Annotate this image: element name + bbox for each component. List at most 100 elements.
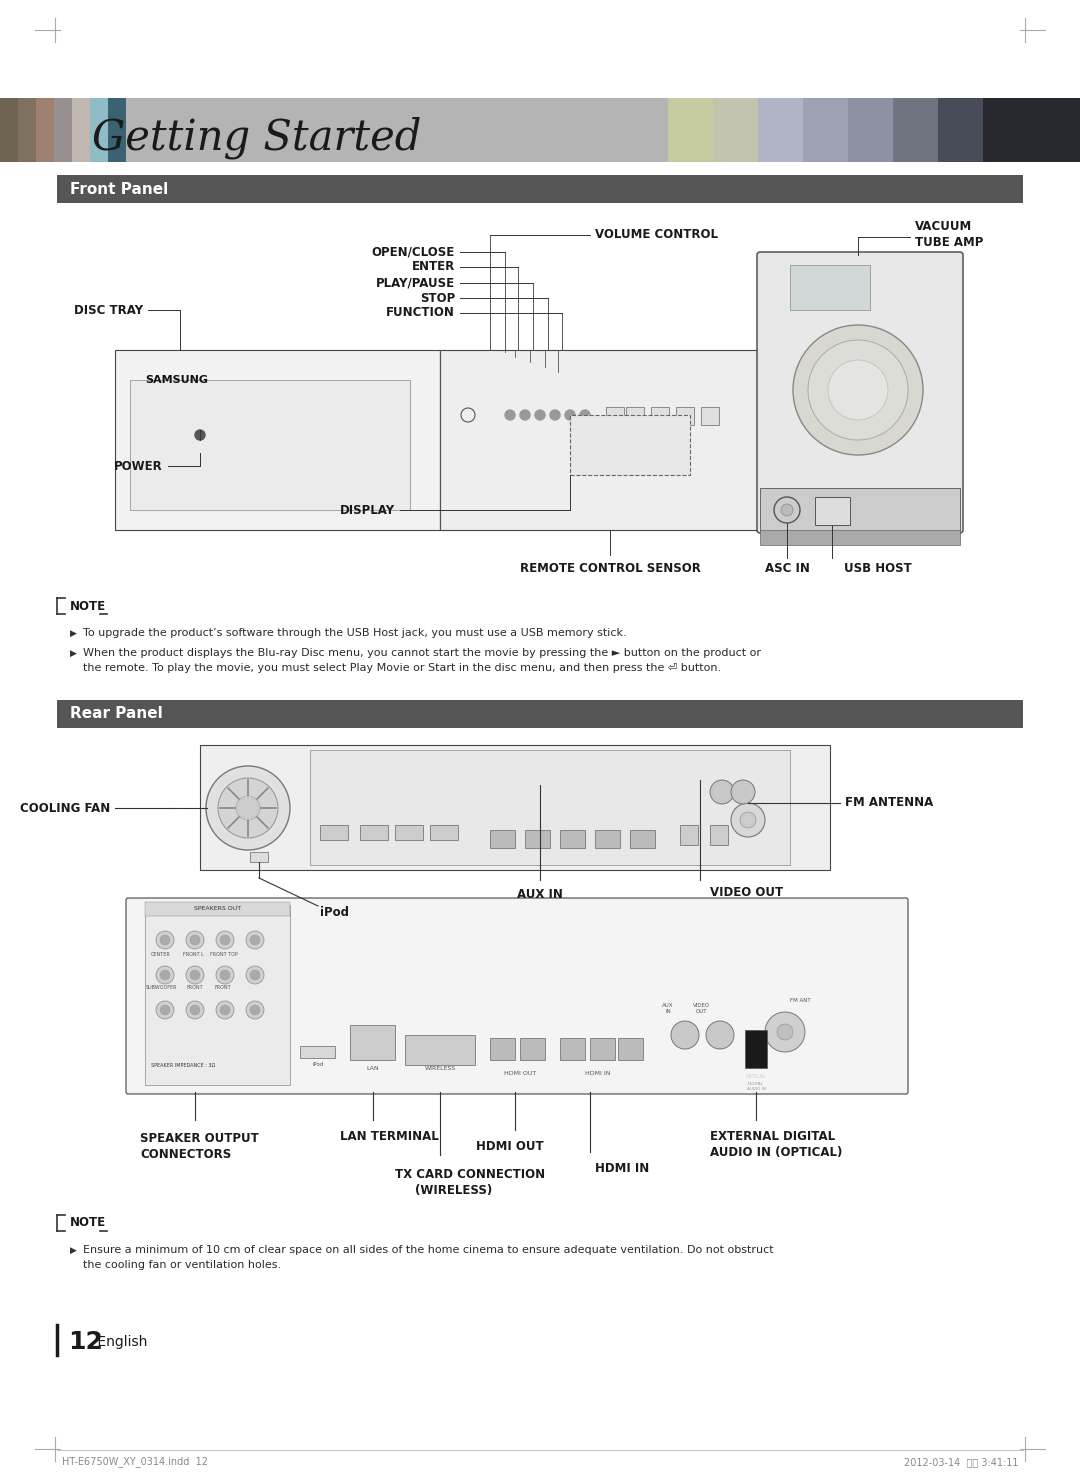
Bar <box>760 529 960 544</box>
Bar <box>90 98 108 163</box>
Bar <box>893 98 939 163</box>
Circle shape <box>580 410 590 420</box>
Text: NOTE: NOTE <box>70 1217 106 1229</box>
Bar <box>525 830 550 847</box>
Text: FRONT: FRONT <box>215 985 231 989</box>
Text: Rear Panel: Rear Panel <box>70 707 163 722</box>
Text: 12: 12 <box>68 1330 103 1353</box>
Bar <box>440 351 760 529</box>
Bar <box>676 407 694 424</box>
Circle shape <box>216 930 234 950</box>
Bar <box>618 1038 643 1060</box>
Text: HDMI IN: HDMI IN <box>585 1071 611 1077</box>
Bar <box>57 175 1023 203</box>
Circle shape <box>220 935 230 945</box>
Text: ENTER: ENTER <box>411 260 455 274</box>
Text: STOP: STOP <box>420 291 455 305</box>
Bar <box>145 902 291 916</box>
Circle shape <box>731 779 755 805</box>
Text: FRONT TOP: FRONT TOP <box>211 952 238 957</box>
Text: OPTICAL: OPTICAL <box>745 1074 767 1080</box>
Circle shape <box>740 812 756 828</box>
Bar <box>669 98 713 163</box>
Bar <box>651 407 669 424</box>
Bar <box>108 98 126 163</box>
Text: ▶: ▶ <box>70 1245 77 1254</box>
Text: ▶: ▶ <box>70 648 77 658</box>
Circle shape <box>190 935 200 945</box>
Text: DISC TRAY: DISC TRAY <box>73 303 143 317</box>
Circle shape <box>505 410 515 420</box>
Circle shape <box>160 970 170 981</box>
Text: iPod: iPod <box>312 1062 324 1066</box>
Text: SPEAKERS OUT: SPEAKERS OUT <box>194 905 242 911</box>
Text: (WIRELESS): (WIRELESS) <box>415 1185 492 1197</box>
Bar <box>789 265 870 311</box>
Text: the remote. To play the movie, you must select Play Movie or Start in the disc m: the remote. To play the movie, you must … <box>83 663 721 673</box>
Bar <box>561 830 585 847</box>
Text: LAN TERMINAL: LAN TERMINAL <box>340 1130 438 1143</box>
Text: DISPLAY: DISPLAY <box>340 503 395 516</box>
Text: TX CARD CONNECTION: TX CARD CONNECTION <box>395 1168 545 1182</box>
Bar <box>758 98 804 163</box>
Text: USB HOST: USB HOST <box>845 562 912 575</box>
Text: VIDEO OUT: VIDEO OUT <box>710 886 783 899</box>
Bar <box>626 407 644 424</box>
Bar <box>36 98 54 163</box>
Text: iPod: iPod <box>320 907 349 918</box>
Text: Getting Started: Getting Started <box>92 117 421 160</box>
Bar <box>395 825 423 840</box>
Bar <box>983 98 1080 163</box>
Text: VOLUME CONTROL: VOLUME CONTROL <box>595 228 718 241</box>
Circle shape <box>190 1006 200 1015</box>
Bar <box>350 1025 395 1060</box>
Text: POWER: POWER <box>114 460 163 472</box>
Circle shape <box>156 930 174 950</box>
FancyBboxPatch shape <box>126 898 908 1094</box>
Text: SAMSUNG: SAMSUNG <box>145 376 208 385</box>
Circle shape <box>249 935 260 945</box>
Circle shape <box>216 1001 234 1019</box>
Bar <box>114 351 440 529</box>
Bar <box>200 745 831 870</box>
Text: LAN: LAN <box>367 1066 379 1071</box>
Text: REMOTE CONTROL SENSOR: REMOTE CONTROL SENSOR <box>519 562 701 575</box>
Circle shape <box>186 930 204 950</box>
FancyBboxPatch shape <box>757 251 963 532</box>
Bar <box>804 98 848 163</box>
Text: To upgrade the product’s software through the USB Host jack, you must use a USB : To upgrade the product’s software throug… <box>83 629 626 637</box>
Circle shape <box>160 1006 170 1015</box>
Circle shape <box>190 970 200 981</box>
Circle shape <box>828 359 888 420</box>
Text: FM ANT: FM ANT <box>789 998 810 1003</box>
Bar <box>130 380 410 510</box>
Bar <box>0 98 18 163</box>
Circle shape <box>710 779 734 805</box>
Text: FUNCTION: FUNCTION <box>387 306 455 319</box>
Circle shape <box>777 1023 793 1040</box>
Circle shape <box>249 1006 260 1015</box>
Bar <box>848 98 893 163</box>
Circle shape <box>186 1001 204 1019</box>
Bar <box>595 830 620 847</box>
Text: HDMI OUT: HDMI OUT <box>504 1071 536 1077</box>
Text: PLAY/PAUSE: PLAY/PAUSE <box>376 277 455 290</box>
Text: CONNECTORS: CONNECTORS <box>140 1148 231 1161</box>
Bar <box>72 98 90 163</box>
Bar <box>745 1029 767 1068</box>
Bar <box>490 830 515 847</box>
Text: English: English <box>93 1336 147 1349</box>
Bar <box>590 1038 615 1060</box>
Text: AUX IN: AUX IN <box>517 887 563 901</box>
Bar <box>320 825 348 840</box>
Text: AUX
IN: AUX IN <box>662 1003 674 1015</box>
Text: TUBE AMP: TUBE AMP <box>915 237 984 250</box>
Bar <box>300 1046 335 1057</box>
Bar <box>680 825 698 845</box>
Circle shape <box>220 1006 230 1015</box>
Text: When the product displays the Blu-ray Disc menu, you cannot start the movie by p: When the product displays the Blu-ray Di… <box>83 648 761 658</box>
Text: FRONT: FRONT <box>187 985 203 989</box>
Text: HDMI IN: HDMI IN <box>595 1162 649 1174</box>
Text: SPEAKER IMPEDANCE : 3Ω: SPEAKER IMPEDANCE : 3Ω <box>151 1063 215 1068</box>
Circle shape <box>808 340 908 439</box>
